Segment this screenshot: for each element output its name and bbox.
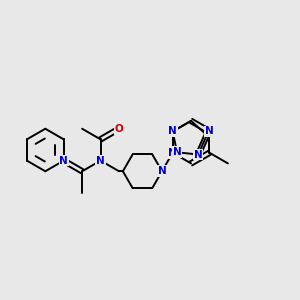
Text: N: N (59, 156, 68, 166)
Text: N: N (194, 149, 203, 160)
Text: N: N (173, 147, 182, 157)
Text: N: N (168, 148, 177, 158)
Text: N: N (205, 127, 214, 136)
Text: N: N (168, 127, 177, 136)
Text: O: O (115, 124, 123, 134)
Text: N: N (158, 166, 166, 176)
Text: N: N (96, 156, 105, 166)
